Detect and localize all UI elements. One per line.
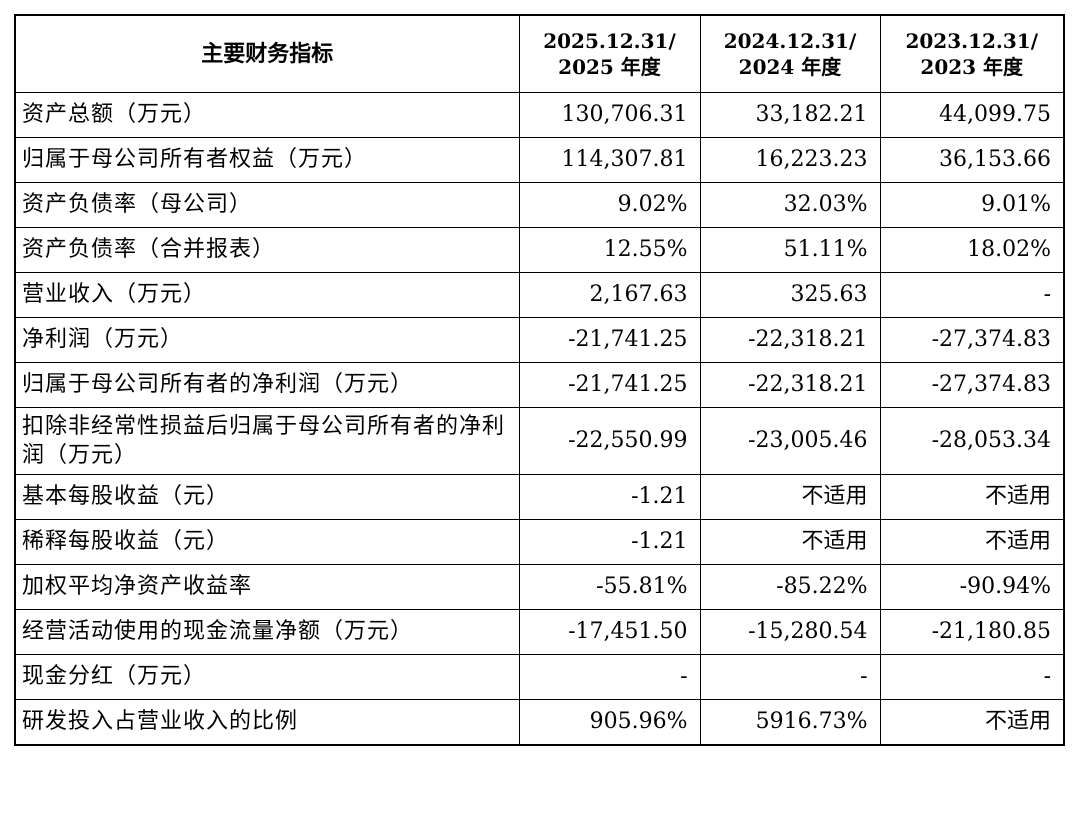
table-row: 归属于母公司所有者权益（万元） 114,307.81 16,223.23 36,…	[14, 137, 1065, 183]
row-value-2024: -23,005.46	[699, 407, 881, 475]
row-value-2023: -21,180.85	[879, 609, 1065, 655]
row-value-2024: 51.11%	[699, 227, 881, 273]
table-row: 资产负债率（母公司） 9.02% 32.03% 9.01%	[14, 182, 1065, 228]
row-label: 研发投入占营业收入的比例	[14, 699, 520, 746]
row-value-2024: 32.03%	[699, 182, 881, 228]
row-label: 经营活动使用的现金流量净额（万元）	[14, 609, 520, 655]
row-value-2024: 16,223.23	[699, 137, 881, 183]
table-row: 资产总额（万元） 130,706.31 33,182.21 44,099.75	[14, 92, 1065, 138]
row-value-2025: 9.02%	[518, 182, 701, 228]
header-year-2024-line1: 2024.12.31/	[723, 29, 857, 53]
row-value-2025: 905.96%	[518, 699, 701, 746]
row-value-2023: 不适用	[879, 699, 1065, 746]
row-label: 加权平均净资产收益率	[14, 564, 520, 610]
table-row: 资产负债率（合并报表） 12.55% 51.11% 18.02%	[14, 227, 1065, 273]
header-year-2025-line1: 2025.12.31/	[543, 29, 676, 53]
table-row: 经营活动使用的现金流量净额（万元） -17,451.50 -15,280.54 …	[14, 609, 1065, 655]
table-row: 稀释每股收益（元） -1.21 不适用 不适用	[14, 519, 1065, 565]
header-year-2023-line1: 2023.12.31/	[905, 29, 1039, 53]
row-value-2023: -90.94%	[879, 564, 1065, 610]
row-value-2023: 18.02%	[879, 227, 1065, 273]
financial-indicators-table: 主要财务指标 2025.12.31/ 2025 年度 2024.12.31/ 2…	[14, 14, 1065, 746]
row-value-2023: -28,053.34	[879, 407, 1065, 475]
header-year-2024-line2: 2024 年度	[738, 55, 842, 79]
row-value-2025: -55.81%	[518, 564, 701, 610]
row-value-2023: 不适用	[879, 519, 1065, 565]
financial-indicators-table-wrapper: 主要财务指标 2025.12.31/ 2025 年度 2024.12.31/ 2…	[14, 14, 1065, 746]
row-value-2023: 36,153.66	[879, 137, 1065, 183]
row-label: 净利润（万元）	[14, 317, 520, 363]
row-value-2025: -	[518, 654, 701, 700]
row-value-2024: 5916.73%	[699, 699, 881, 746]
table-row: 扣除非经常性损益后归属于母公司所有者的净利润（万元） -22,550.99 -2…	[14, 407, 1065, 475]
row-value-2025: -1.21	[518, 474, 701, 520]
table-row: 加权平均净资产收益率 -55.81% -85.22% -90.94%	[14, 564, 1065, 610]
row-value-2025: -1.21	[518, 519, 701, 565]
row-value-2025: 114,307.81	[518, 137, 701, 183]
row-label: 归属于母公司所有者的净利润（万元）	[14, 362, 520, 408]
row-value-2024: 不适用	[699, 474, 881, 520]
row-label: 现金分红（万元）	[14, 654, 520, 700]
table-row: 归属于母公司所有者的净利润（万元） -21,741.25 -22,318.21 …	[14, 362, 1065, 408]
row-value-2024: -15,280.54	[699, 609, 881, 655]
row-value-2024: -22,318.21	[699, 317, 881, 363]
table-row: 现金分红（万元） - - -	[14, 654, 1065, 700]
row-value-2023: 不适用	[879, 474, 1065, 520]
row-value-2025: -22,550.99	[518, 407, 701, 475]
table-row: 营业收入（万元） 2,167.63 325.63 -	[14, 272, 1065, 318]
row-value-2024: -	[699, 654, 881, 700]
row-value-2024: -85.22%	[699, 564, 881, 610]
row-label: 资产总额（万元）	[14, 92, 520, 138]
row-value-2024: 不适用	[699, 519, 881, 565]
row-value-2025: -21,741.25	[518, 317, 701, 363]
header-row: 主要财务指标 2025.12.31/ 2025 年度 2024.12.31/ 2…	[14, 14, 1065, 93]
row-value-2024: 33,182.21	[699, 92, 881, 138]
header-year-2025-line2: 2025 年度	[558, 55, 661, 79]
row-label: 基本每股收益（元）	[14, 474, 520, 520]
header-label: 主要财务指标	[14, 14, 520, 93]
row-value-2023: -27,374.83	[879, 362, 1065, 408]
row-value-2023: -	[879, 654, 1065, 700]
row-value-2023: 44,099.75	[879, 92, 1065, 138]
row-value-2025: 130,706.31	[518, 92, 701, 138]
header-year-2023-line2: 2023 年度	[920, 55, 1024, 79]
row-value-2025: -21,741.25	[518, 362, 701, 408]
row-value-2025: 12.55%	[518, 227, 701, 273]
row-value-2023: 9.01%	[879, 182, 1065, 228]
row-value-2023: -27,374.83	[879, 317, 1065, 363]
row-value-2024: 325.63	[699, 272, 881, 318]
row-value-2023: -	[879, 272, 1065, 318]
row-label: 资产负债率（母公司）	[14, 182, 520, 228]
table-row: 净利润（万元） -21,741.25 -22,318.21 -27,374.83	[14, 317, 1065, 363]
table-row: 基本每股收益（元） -1.21 不适用 不适用	[14, 474, 1065, 520]
row-value-2025: -17,451.50	[518, 609, 701, 655]
row-label: 稀释每股收益（元）	[14, 519, 520, 565]
table-row: 研发投入占营业收入的比例 905.96% 5916.73% 不适用	[14, 699, 1065, 746]
row-label: 营业收入（万元）	[14, 272, 520, 318]
header-year-2024: 2024.12.31/ 2024 年度	[699, 14, 881, 93]
header-year-2023: 2023.12.31/ 2023 年度	[879, 14, 1065, 93]
header-year-2025: 2025.12.31/ 2025 年度	[518, 14, 701, 93]
row-label: 资产负债率（合并报表）	[14, 227, 520, 273]
row-value-2024: -22,318.21	[699, 362, 881, 408]
row-value-2025: 2,167.63	[518, 272, 701, 318]
row-label: 扣除非经常性损益后归属于母公司所有者的净利润（万元）	[14, 407, 520, 475]
row-label: 归属于母公司所有者权益（万元）	[14, 137, 520, 183]
